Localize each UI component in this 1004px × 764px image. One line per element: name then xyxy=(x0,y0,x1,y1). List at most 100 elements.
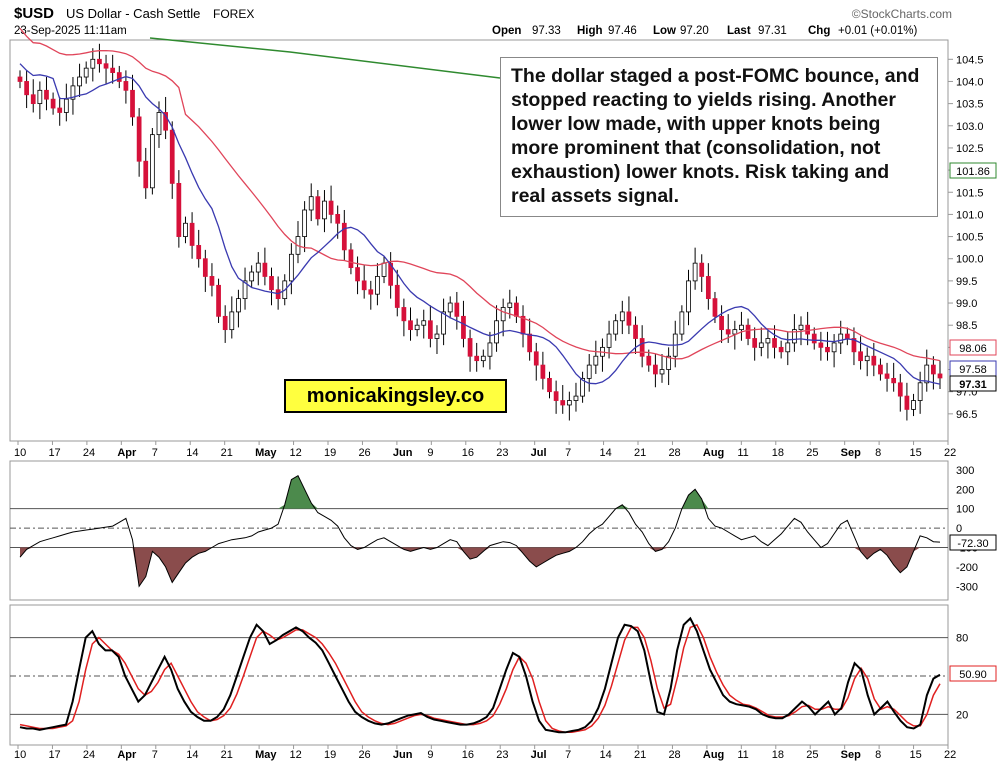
cci-line xyxy=(19,474,941,588)
candle-body xyxy=(97,58,102,65)
x-tick-label: 24 xyxy=(83,447,95,459)
candle-body xyxy=(421,320,427,326)
svg-text:-72.30: -72.30 xyxy=(957,538,988,550)
x-tick-label: 14 xyxy=(600,447,612,459)
x-tick-label: 7 xyxy=(152,447,158,459)
candle-body xyxy=(394,284,400,308)
x-tick-label: 26 xyxy=(358,749,370,761)
ma50-line xyxy=(19,27,941,362)
candle-body xyxy=(772,338,777,348)
x-tick-label: 8 xyxy=(875,447,881,459)
cci-tick-label: 0 xyxy=(956,523,962,535)
x-tick-label: 21 xyxy=(221,447,233,459)
candle-body xyxy=(83,67,89,78)
candle-body xyxy=(500,307,506,322)
price-tick-label: 103.5 xyxy=(956,99,984,111)
candle-body xyxy=(368,289,374,295)
candle-body xyxy=(467,338,473,357)
candle-body xyxy=(308,196,314,211)
x-tick-label: 23 xyxy=(496,447,508,459)
candle-body xyxy=(566,400,572,406)
candle-body xyxy=(381,262,387,277)
ma20-line xyxy=(19,63,941,385)
candle-body xyxy=(699,262,705,277)
low-value: 97.20 xyxy=(680,25,709,37)
candle-body xyxy=(262,262,268,277)
candle-body xyxy=(202,258,208,277)
candle-body xyxy=(130,89,135,118)
candle-body xyxy=(891,377,897,384)
x-tick-label: Jul xyxy=(531,749,547,761)
last-price-tag: 97.31 xyxy=(949,375,997,392)
low-label: Low xyxy=(653,25,676,37)
stoch-panel xyxy=(9,604,949,746)
candle-body xyxy=(851,338,857,353)
candle-body xyxy=(745,324,751,339)
candle-body xyxy=(580,377,585,397)
candle-body xyxy=(150,134,155,189)
x-tick-label: 11 xyxy=(737,749,748,761)
candle-body xyxy=(434,333,440,339)
x-tick-label: 14 xyxy=(600,749,612,761)
x-tick-label: 10 xyxy=(14,447,26,459)
svg-text:101.86: 101.86 xyxy=(956,166,990,178)
candle-body xyxy=(586,364,592,379)
cci-overbought-fill xyxy=(20,475,940,509)
candle-body xyxy=(785,342,791,353)
candle-body xyxy=(825,346,830,353)
candle-body xyxy=(302,209,307,237)
candle-body xyxy=(414,324,420,331)
x-tick-label: 21 xyxy=(221,749,233,761)
candle-body xyxy=(878,364,883,375)
price-tick-label: 99.5 xyxy=(956,276,977,288)
last-label: Last xyxy=(727,25,751,37)
candle-body xyxy=(487,342,493,357)
candle-body xyxy=(527,333,533,353)
x-tick-label: 16 xyxy=(462,447,474,459)
candle-body xyxy=(77,76,82,87)
candle-body xyxy=(229,311,235,331)
candle-body xyxy=(288,253,294,282)
candle-body xyxy=(116,72,122,82)
x-tick-label: 18 xyxy=(772,749,784,761)
x-tick-label: 14 xyxy=(186,447,198,459)
x-tick-label: 23 xyxy=(496,749,508,761)
candle-body xyxy=(692,262,698,282)
candle-body xyxy=(110,67,116,73)
candle-body xyxy=(778,346,784,353)
candle-body xyxy=(103,63,109,69)
ma200-value-tag: 101.86 xyxy=(949,162,997,179)
candle-body xyxy=(37,89,43,105)
candle-body xyxy=(897,382,903,397)
svg-text:50.90: 50.90 xyxy=(959,669,987,681)
svg-text:97.58: 97.58 xyxy=(959,364,987,376)
candle-body xyxy=(639,338,645,357)
candle-body xyxy=(712,298,718,317)
candle-body xyxy=(189,222,195,246)
candle-body xyxy=(474,355,480,362)
annotation-text: The dollar staged a post-FOMC bounce, an… xyxy=(500,57,938,217)
candle-body xyxy=(209,276,215,286)
x-tick-label: 17 xyxy=(48,749,60,761)
x-tick-label: 17 xyxy=(48,447,60,459)
candle-body xyxy=(176,182,182,237)
x-tick-label: 8 xyxy=(875,749,881,761)
x-tick-label: May xyxy=(255,749,277,761)
x-tick-label: Aug xyxy=(703,447,724,459)
candle-body xyxy=(653,364,658,375)
candle-body xyxy=(818,342,824,348)
candle-body xyxy=(792,329,797,344)
candle-body xyxy=(838,333,844,344)
svg-text:97.31: 97.31 xyxy=(959,379,987,391)
candle-body xyxy=(242,280,248,300)
candle-body xyxy=(236,298,241,313)
stockcharts-watermark: ©StockCharts.com xyxy=(852,7,952,21)
price-tick-label: 103.0 xyxy=(956,121,984,133)
cci-tick-label: -300 xyxy=(956,581,978,593)
x-tick-label: 28 xyxy=(668,447,680,459)
x-tick-label: 22 xyxy=(944,447,956,459)
svg-text:98.06: 98.06 xyxy=(959,343,987,355)
candle-body xyxy=(679,311,685,335)
cci-panel xyxy=(9,460,949,601)
